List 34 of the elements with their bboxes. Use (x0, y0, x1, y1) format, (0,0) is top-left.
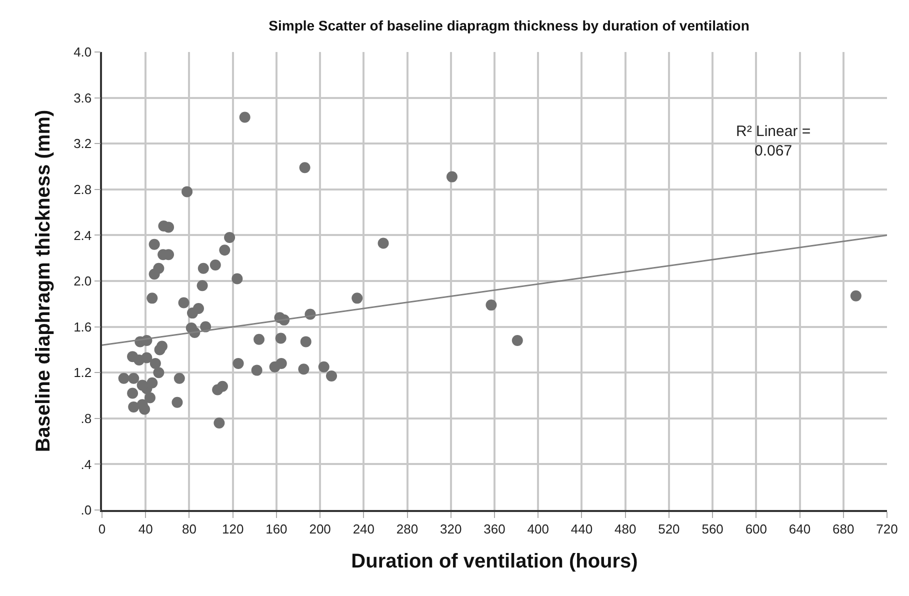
y-axis-title: Baseline diaphragm thickness (mm) (32, 110, 55, 452)
y-tick-label: 4.0 (74, 44, 92, 60)
annotation: R² Linear = 0.067 (736, 123, 811, 160)
x-tick-label: 120 (222, 521, 244, 536)
y-tick-label: .0 (80, 502, 92, 518)
x-tick-label: 720 (876, 521, 898, 536)
x-tick-label: 600 (745, 521, 768, 536)
x-tick-label: 640 (788, 521, 811, 536)
x-tick-label: 360 (484, 521, 506, 536)
x-tick-label: 0 (98, 521, 106, 536)
x-tick-label: 280 (396, 521, 418, 536)
chart-title: Simple Scatter of baseline diapragm thickness by duration of ventilation (268, 18, 750, 34)
x-tick-label: 560 (702, 521, 724, 536)
y-tick-label: 2.8 (74, 182, 92, 197)
x-tick-label: 40 (138, 521, 153, 536)
y-tick-label: .8 (80, 410, 92, 426)
y-tick-label: 1.2 (74, 365, 92, 380)
y-tick-label: 3.6 (74, 90, 92, 106)
x-tick-label: 320 (440, 521, 462, 536)
x-tick-label: 480 (614, 521, 636, 536)
x-tick-label: 400 (527, 521, 549, 536)
y-tick-label: .4 (80, 456, 92, 472)
x-tick-label: 440 (570, 521, 593, 536)
y-tick-label: 3.2 (74, 136, 92, 152)
x-axis-title: Duration of ventilation (hours) (351, 550, 638, 572)
y-tick-label: 1.6 (74, 319, 92, 334)
y-tick-label: 2.4 (74, 228, 92, 243)
x-tick-label: 80 (182, 521, 196, 536)
x-tick-label: 160 (266, 521, 288, 536)
y-tick-label: 2.0 (74, 274, 92, 289)
x-tick-label: 240 (352, 521, 375, 536)
x-tick-label: 200 (309, 521, 331, 536)
x-tick-label: 680 (832, 521, 854, 536)
x-tick-label: 520 (658, 521, 680, 536)
